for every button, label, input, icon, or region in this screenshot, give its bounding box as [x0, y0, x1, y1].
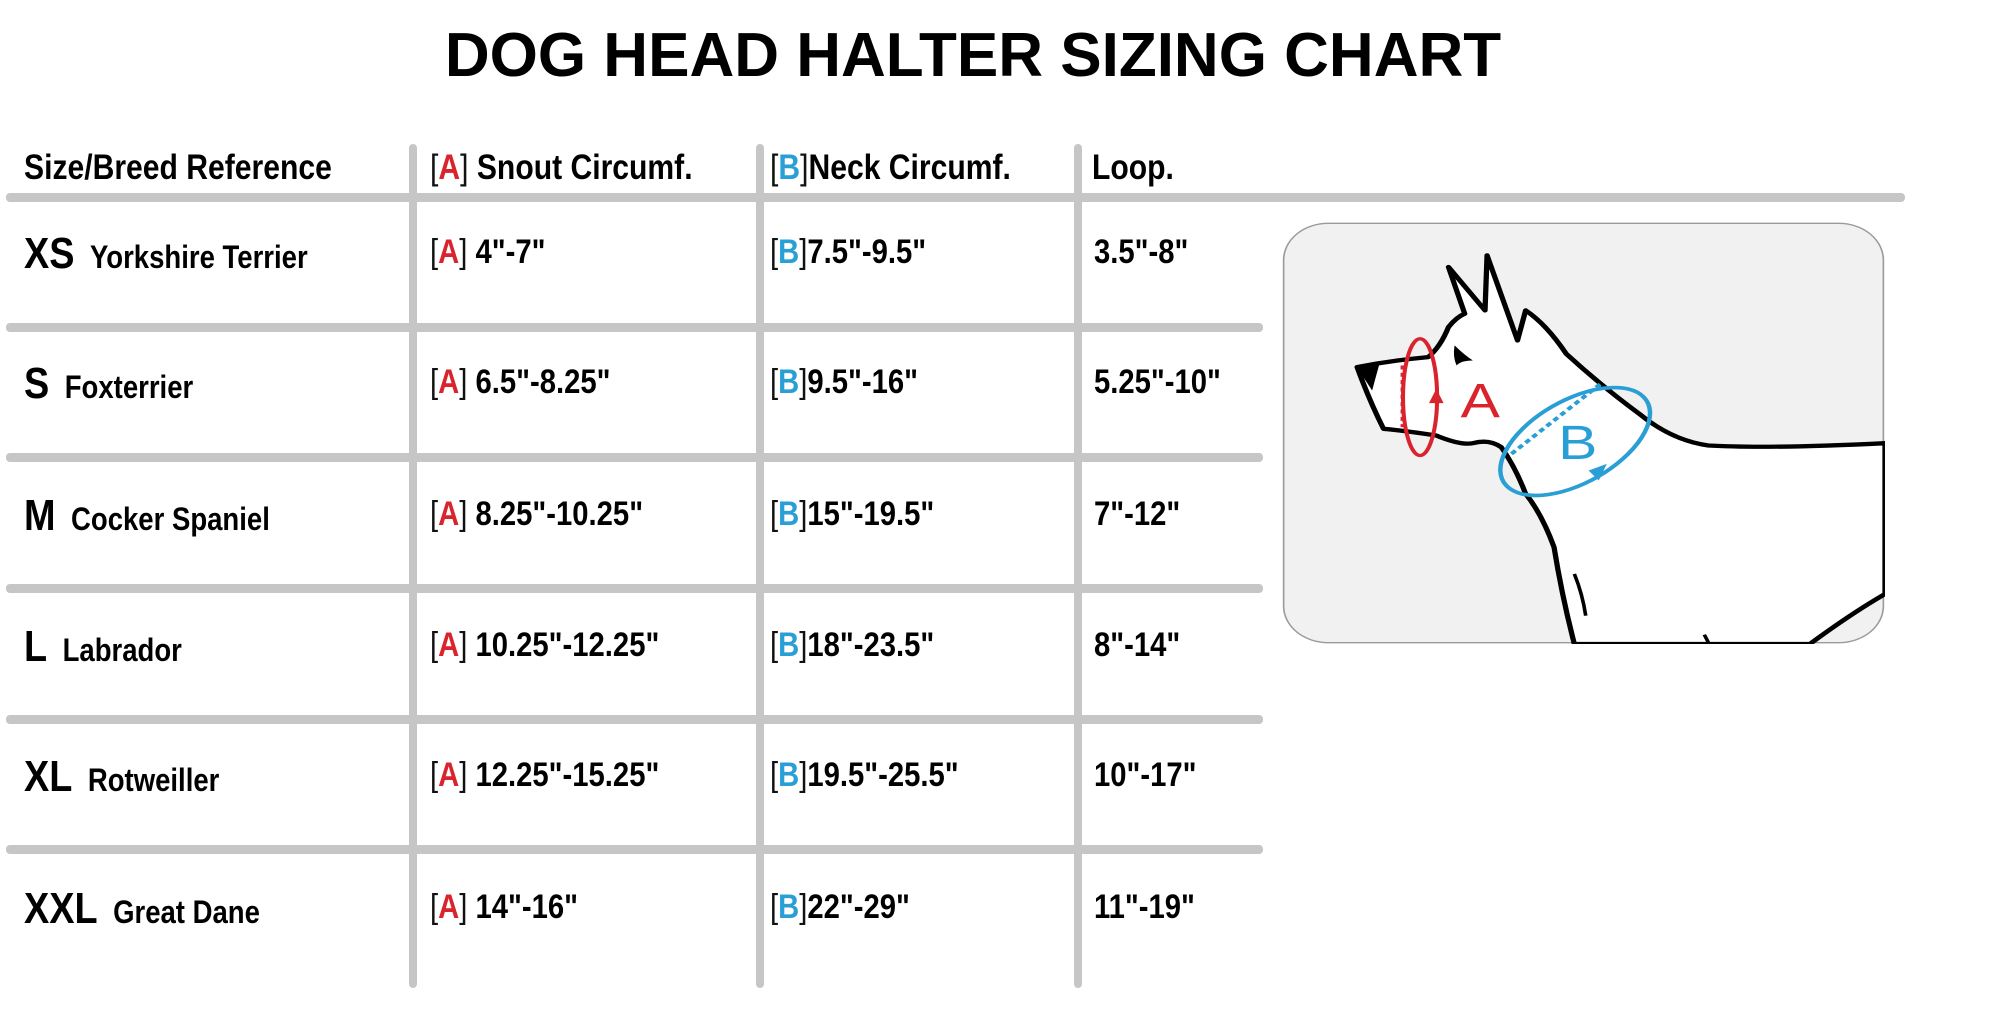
neck-cell: [B] 7.5"-9.5" [770, 233, 927, 271]
size-breed-cell: XS Yorkshire Terrier [24, 229, 308, 279]
snout-value: 10.25"-12.25" [475, 626, 660, 664]
label-b: B [1558, 416, 1597, 470]
neck-cell: [B] 15"-19.5" [770, 495, 935, 533]
neck-cell: [B] 22"-29" [770, 888, 910, 926]
tag-a: A [438, 363, 460, 401]
dog-eye [1453, 345, 1473, 366]
row-divider [6, 584, 1263, 593]
breed-label: Foxterrier [64, 369, 194, 405]
neck-arrow-icon [1588, 463, 1607, 481]
neck-value: 9.5"-16" [807, 363, 919, 401]
row-divider [6, 453, 1263, 462]
tag-b: B [778, 148, 801, 187]
tag-a: A [438, 233, 460, 271]
snout-cell: [A] 6.5"-8.25" [430, 363, 611, 401]
size-breed-cell: XL Rotweiller [24, 752, 219, 802]
snout-cell: [A] 8.25"-10.25" [430, 495, 644, 533]
size-breed-cell: S Foxterrier [24, 359, 193, 409]
loop-value: 7"-12" [1094, 495, 1181, 533]
row-divider [6, 715, 1263, 724]
size-breed-cell: M Cocker Spaniel [24, 491, 270, 541]
header-neck: [B] Neck Circumf. [770, 148, 1011, 187]
tag-a: A [438, 626, 460, 664]
breed-label: Rotweiller [87, 762, 220, 798]
neck-dotted-line [1509, 380, 1605, 456]
dog-leg-line [1572, 573, 1588, 616]
snout-value: 14"-16" [475, 888, 579, 926]
loop-value: 8"-14" [1094, 626, 1181, 664]
neck-loop [1498, 385, 1653, 498]
neck-value: 19.5"-25.5" [807, 756, 959, 794]
breed-label: Yorkshire Terrier [89, 239, 308, 275]
dog-outline [1354, 253, 1885, 644]
size-breed-cell: XXL Great Dane [24, 884, 260, 934]
tag-b: B [778, 888, 800, 926]
breed-label: Cocker Spaniel [71, 501, 270, 537]
snout-cell: [A] 4"-7" [430, 233, 546, 271]
label-a: A [1461, 374, 1500, 428]
size-label: S [24, 359, 50, 408]
loop-value: 10"-17" [1094, 756, 1197, 794]
size-label: L [24, 622, 48, 671]
header-size-breed: Size/Breed Reference [24, 148, 332, 187]
size-label: XXL [24, 884, 98, 933]
tag-b: B [778, 495, 800, 533]
snout-cell: [A] 10.25"-12.25" [430, 626, 660, 664]
row-divider [6, 845, 1263, 854]
snout-cell: [A] 12.25"-15.25" [430, 756, 660, 794]
dog-nose [1356, 363, 1380, 391]
neck-cell: [B] 18"-23.5" [770, 626, 935, 664]
size-label: XS [24, 229, 75, 278]
tag-a: A [438, 756, 460, 794]
header-divider [6, 193, 1905, 202]
column-divider [409, 144, 417, 988]
tag-b: B [778, 233, 800, 271]
snout-value: 8.25"-10.25" [475, 495, 644, 533]
size-breed-cell: L Labrador [24, 622, 182, 672]
header-loop: Loop. [1092, 148, 1174, 187]
snout-value: 12.25"-15.25" [475, 756, 660, 794]
snout-cell: [A] 14"-16" [430, 888, 579, 926]
size-label: M [24, 491, 56, 540]
neck-cell: [B] 19.5"-25.5" [770, 756, 959, 794]
tag-b: B [778, 363, 800, 401]
loop-value: 11"-19" [1094, 888, 1195, 926]
neck-value: 15"-19.5" [807, 495, 935, 533]
breed-label: Labrador [62, 632, 182, 668]
tag-a: A [438, 148, 461, 187]
tag-b: B [778, 626, 800, 664]
neck-value: 22"-29" [807, 888, 910, 926]
row-divider [6, 323, 1263, 332]
breed-label: Great Dane [113, 894, 260, 930]
neck-value: 18"-23.5" [807, 626, 935, 664]
tag-b: B [778, 756, 800, 794]
column-divider [1074, 144, 1082, 988]
snout-value: 6.5"-8.25" [475, 363, 611, 401]
loop-value: 5.25"-10" [1094, 363, 1221, 401]
header-snout: [A] Snout Circumf. [430, 148, 693, 187]
snout-arrow-icon [1428, 388, 1444, 404]
snout-value: 4"-7" [475, 233, 546, 271]
neck-cell: [B] 9.5"-16" [770, 363, 919, 401]
dog-leg-line [1702, 634, 1711, 644]
column-divider [756, 144, 764, 988]
neck-value: 7.5"-9.5" [807, 233, 927, 271]
loop-value: 3.5"-8" [1094, 233, 1189, 271]
page-title: DOG HEAD HALTER SIZING CHART [444, 21, 1502, 90]
size-label: XL [24, 752, 73, 801]
tag-a: A [438, 495, 460, 533]
tag-a: A [438, 888, 460, 926]
dog-measurement-diagram: A B [1282, 222, 1885, 644]
